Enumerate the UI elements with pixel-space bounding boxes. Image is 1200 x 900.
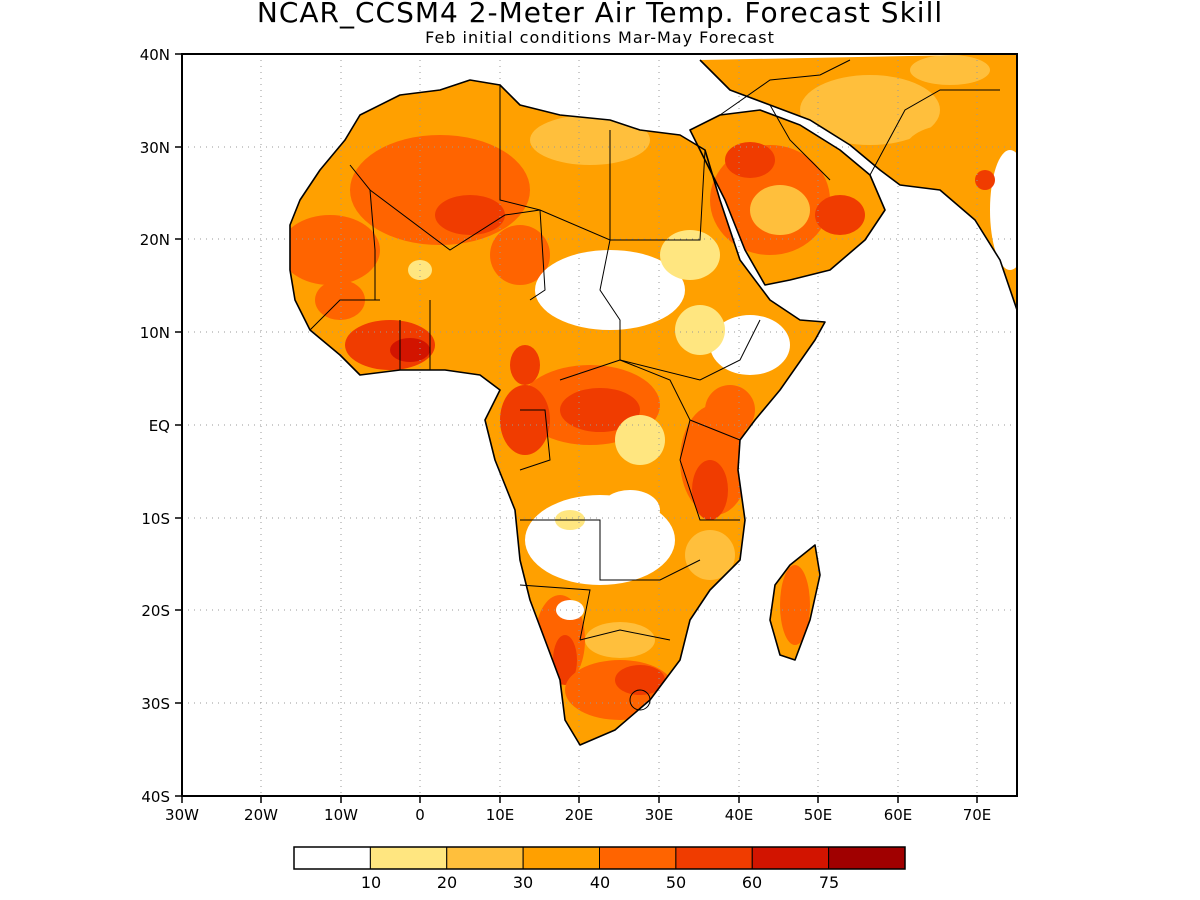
lon-label: 0 (415, 806, 425, 824)
colorbar-frame (293, 846, 906, 870)
lat-label: 30S (141, 695, 170, 713)
latitude-labels: 40N 30N 20N 10N EQ 10S 20S 30S 40S (140, 46, 170, 806)
lat-label: 10N (140, 324, 170, 342)
lat-label: 40S (141, 788, 170, 806)
colorbar-swatch (369, 846, 448, 870)
country-borders (309, 59, 1000, 711)
coastlines (289, 59, 1017, 746)
lat-label: 40N (140, 46, 170, 64)
longitude-labels: 30W 20W 10W 0 10E 20E 30E 40E 50E 60E 70… (165, 806, 991, 824)
lon-label: 50E (804, 806, 833, 824)
gridlines (182, 54, 1017, 796)
colorbar-swatch (675, 846, 753, 870)
colorbar-swatch (293, 846, 371, 870)
lon-label: 60E (884, 806, 913, 824)
lon-label: 20E (565, 806, 594, 824)
colorbar-swatch (828, 846, 906, 870)
lon-label: 10E (486, 806, 515, 824)
lon-label: 40E (725, 806, 754, 824)
colorbar-label: 60 (742, 873, 762, 892)
colorbar: 10 20 30 40 50 60 75 (293, 846, 906, 892)
map-subtitle: Feb initial conditions Mar-May Forecast (425, 28, 775, 47)
lon-label: 30E (645, 806, 674, 824)
colorbar-swatch (446, 846, 524, 870)
lat-label: 20N (140, 231, 170, 249)
lat-label: 30N (140, 139, 170, 157)
colorbar-swatches (293, 846, 906, 870)
lat-label: 10S (141, 510, 170, 528)
colorbar-label: 50 (666, 873, 686, 892)
colorbar-label: 40 (590, 873, 610, 892)
colorbar-label: 20 (437, 873, 457, 892)
colorbar-label: 10 (361, 873, 381, 892)
lon-label: 20W (244, 806, 278, 824)
colorbar-swatch (599, 846, 677, 870)
lat-label: EQ (149, 417, 170, 435)
map-title: NCAR_CCSM4 2-Meter Air Temp. Forecast Sk… (256, 0, 944, 29)
lon-label: 10W (324, 806, 358, 824)
axis-ticks (175, 53, 978, 803)
lat-label: 20S (141, 602, 170, 620)
lon-label: 30W (165, 806, 199, 824)
colorbar-label: 75 (819, 873, 839, 892)
lon-label: 70E (963, 806, 992, 824)
colorbar-label: 30 (513, 873, 533, 892)
colorbar-swatch (751, 846, 830, 870)
colorbar-swatch (522, 846, 601, 870)
